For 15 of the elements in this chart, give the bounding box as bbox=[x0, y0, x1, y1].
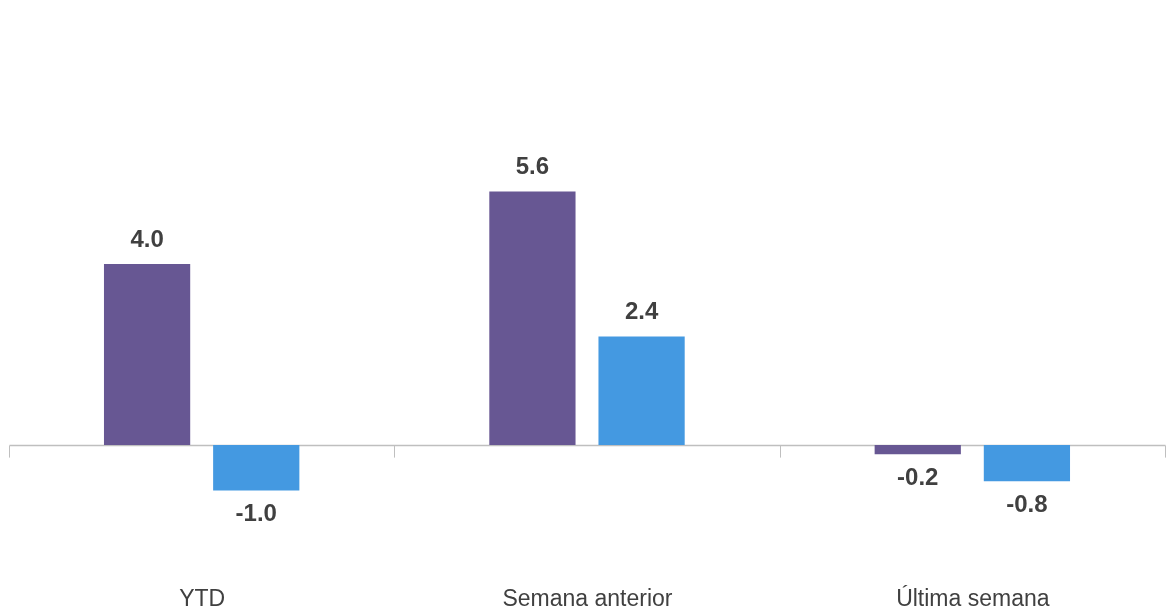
bar bbox=[598, 336, 685, 446]
data-label: -1.0 bbox=[235, 499, 277, 527]
data-label: 2.4 bbox=[624, 297, 659, 325]
bar bbox=[489, 191, 576, 446]
bar bbox=[983, 445, 1071, 482]
bar bbox=[103, 263, 191, 446]
data-label: -0.2 bbox=[897, 463, 939, 491]
data-label: 4.0 bbox=[130, 224, 164, 252]
data-label: -0.8 bbox=[1006, 490, 1048, 518]
data-label: 5.6 bbox=[515, 152, 550, 180]
x-tick-label: Semana anterior bbox=[502, 584, 673, 606]
x-tick-label: YTD bbox=[179, 584, 226, 606]
bar bbox=[874, 445, 961, 455]
bar bbox=[213, 445, 300, 491]
x-tick-label: Última semana bbox=[896, 584, 1050, 606]
